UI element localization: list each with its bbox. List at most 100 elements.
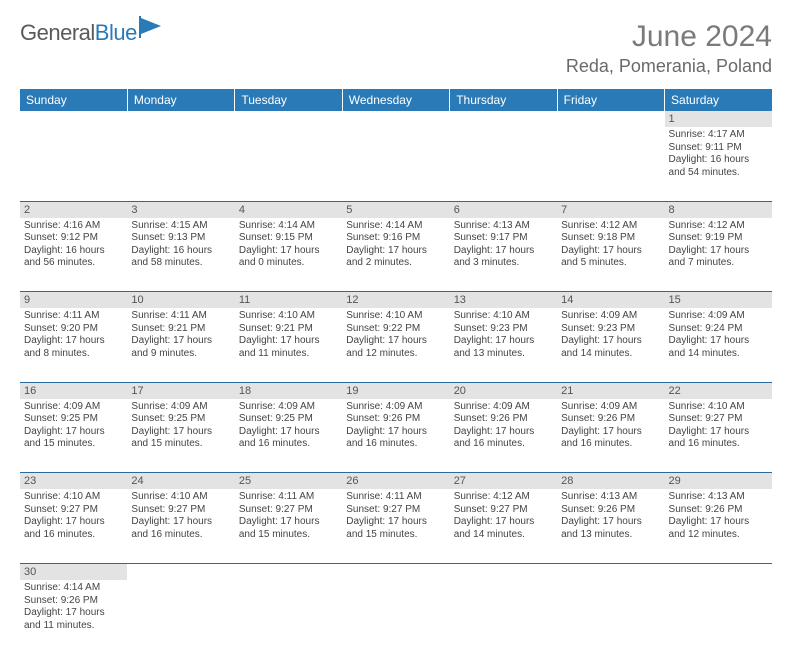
day-sunrise: Sunrise: 4:13 AM — [669, 491, 768, 504]
day-number-cell: 16 — [20, 382, 127, 399]
day-day1: Daylight: 17 hours — [24, 426, 123, 439]
day-sunrise: Sunrise: 4:10 AM — [24, 491, 123, 504]
day-day1: Daylight: 17 hours — [24, 516, 123, 529]
day-day2: and 2 minutes. — [346, 257, 445, 270]
day-day1: Daylight: 17 hours — [669, 335, 768, 348]
day-sunrise: Sunrise: 4:11 AM — [239, 491, 338, 504]
day-cell: Sunrise: 4:10 AMSunset: 9:27 PMDaylight:… — [20, 489, 127, 563]
day-sunset: Sunset: 9:27 PM — [24, 504, 123, 517]
day-number-row: 30 — [20, 563, 772, 580]
day-sunrise: Sunrise: 4:09 AM — [131, 401, 230, 414]
day-sunrise: Sunrise: 4:09 AM — [454, 401, 553, 414]
day-cell: Sunrise: 4:09 AMSunset: 9:26 PMDaylight:… — [450, 399, 557, 473]
day-sunset: Sunset: 9:27 PM — [346, 504, 445, 517]
weekday-header: Thursday — [450, 89, 557, 111]
day-day2: and 15 minutes. — [346, 529, 445, 542]
day-day1: Daylight: 17 hours — [669, 516, 768, 529]
day-sunset: Sunset: 9:26 PM — [669, 504, 768, 517]
day-content-row: Sunrise: 4:17 AMSunset: 9:11 PMDaylight:… — [20, 127, 772, 201]
day-cell — [235, 127, 342, 201]
day-sunset: Sunset: 9:25 PM — [131, 413, 230, 426]
day-day2: and 15 minutes. — [131, 438, 230, 451]
day-cell: Sunrise: 4:09 AMSunset: 9:25 PMDaylight:… — [235, 399, 342, 473]
day-day1: Daylight: 17 hours — [454, 335, 553, 348]
day-number-cell: 9 — [20, 292, 127, 309]
day-day1: Daylight: 17 hours — [346, 426, 445, 439]
day-sunrise: Sunrise: 4:10 AM — [669, 401, 768, 414]
day-sunrise: Sunrise: 4:10 AM — [346, 310, 445, 323]
day-number-cell — [235, 563, 342, 580]
day-number-cell — [235, 111, 342, 127]
brand-logo: GeneralBlue — [20, 20, 165, 46]
weekday-header: Wednesday — [342, 89, 449, 111]
day-sunset: Sunset: 9:21 PM — [239, 323, 338, 336]
day-number-cell — [557, 563, 664, 580]
day-cell — [557, 580, 664, 654]
day-number-cell: 30 — [20, 563, 127, 580]
day-number-cell: 1 — [665, 111, 772, 127]
day-cell: Sunrise: 4:12 AMSunset: 9:18 PMDaylight:… — [557, 218, 664, 292]
day-number-cell: 3 — [127, 201, 234, 218]
day-content-row: Sunrise: 4:10 AMSunset: 9:27 PMDaylight:… — [20, 489, 772, 563]
day-cell: Sunrise: 4:09 AMSunset: 9:25 PMDaylight:… — [127, 399, 234, 473]
day-day1: Daylight: 17 hours — [669, 426, 768, 439]
day-cell — [665, 580, 772, 654]
day-number-cell: 10 — [127, 292, 234, 309]
day-number-cell: 12 — [342, 292, 449, 309]
day-day2: and 14 minutes. — [669, 348, 768, 361]
day-day1: Daylight: 16 hours — [24, 245, 123, 258]
day-sunset: Sunset: 9:21 PM — [131, 323, 230, 336]
day-cell: Sunrise: 4:11 AMSunset: 9:21 PMDaylight:… — [127, 308, 234, 382]
day-day2: and 12 minutes. — [669, 529, 768, 542]
day-sunset: Sunset: 9:13 PM — [131, 232, 230, 245]
day-sunset: Sunset: 9:15 PM — [239, 232, 338, 245]
day-sunrise: Sunrise: 4:11 AM — [131, 310, 230, 323]
day-day1: Daylight: 17 hours — [239, 516, 338, 529]
day-number-cell — [20, 111, 127, 127]
day-content-row: Sunrise: 4:16 AMSunset: 9:12 PMDaylight:… — [20, 218, 772, 292]
day-content-row: Sunrise: 4:11 AMSunset: 9:20 PMDaylight:… — [20, 308, 772, 382]
day-cell: Sunrise: 4:16 AMSunset: 9:12 PMDaylight:… — [20, 218, 127, 292]
day-sunrise: Sunrise: 4:13 AM — [454, 220, 553, 233]
day-number-cell: 13 — [450, 292, 557, 309]
day-cell — [127, 127, 234, 201]
weekday-header: Friday — [557, 89, 664, 111]
weekday-header: Monday — [127, 89, 234, 111]
day-number-cell: 17 — [127, 382, 234, 399]
day-content-row: Sunrise: 4:09 AMSunset: 9:25 PMDaylight:… — [20, 399, 772, 473]
day-day2: and 16 minutes. — [239, 438, 338, 451]
day-number-cell: 22 — [665, 382, 772, 399]
day-cell: Sunrise: 4:14 AMSunset: 9:16 PMDaylight:… — [342, 218, 449, 292]
day-number-row: 16171819202122 — [20, 382, 772, 399]
day-day2: and 9 minutes. — [131, 348, 230, 361]
day-day2: and 16 minutes. — [346, 438, 445, 451]
day-sunrise: Sunrise: 4:10 AM — [131, 491, 230, 504]
day-cell: Sunrise: 4:13 AMSunset: 9:17 PMDaylight:… — [450, 218, 557, 292]
day-day2: and 11 minutes. — [239, 348, 338, 361]
day-number-cell: 2 — [20, 201, 127, 218]
day-sunset: Sunset: 9:25 PM — [24, 413, 123, 426]
day-number-cell: 23 — [20, 473, 127, 490]
day-day2: and 8 minutes. — [24, 348, 123, 361]
day-sunset: Sunset: 9:19 PM — [669, 232, 768, 245]
day-cell: Sunrise: 4:13 AMSunset: 9:26 PMDaylight:… — [665, 489, 772, 563]
day-day1: Daylight: 17 hours — [239, 335, 338, 348]
day-cell: Sunrise: 4:09 AMSunset: 9:25 PMDaylight:… — [20, 399, 127, 473]
day-day2: and 14 minutes. — [454, 529, 553, 542]
day-day1: Daylight: 17 hours — [24, 607, 123, 620]
day-sunset: Sunset: 9:27 PM — [454, 504, 553, 517]
day-sunrise: Sunrise: 4:09 AM — [24, 401, 123, 414]
day-sunrise: Sunrise: 4:11 AM — [346, 491, 445, 504]
day-cell: Sunrise: 4:10 AMSunset: 9:21 PMDaylight:… — [235, 308, 342, 382]
day-sunrise: Sunrise: 4:11 AM — [24, 310, 123, 323]
day-sunset: Sunset: 9:20 PM — [24, 323, 123, 336]
day-day1: Daylight: 17 hours — [131, 335, 230, 348]
title-block: June 2024 Reda, Pomerania, Poland — [566, 20, 772, 77]
day-sunset: Sunset: 9:24 PM — [669, 323, 768, 336]
month-title: June 2024 — [566, 20, 772, 54]
day-sunset: Sunset: 9:22 PM — [346, 323, 445, 336]
day-sunset: Sunset: 9:27 PM — [669, 413, 768, 426]
day-content-row: Sunrise: 4:14 AMSunset: 9:26 PMDaylight:… — [20, 580, 772, 654]
day-sunrise: Sunrise: 4:12 AM — [454, 491, 553, 504]
day-sunset: Sunset: 9:26 PM — [24, 595, 123, 608]
